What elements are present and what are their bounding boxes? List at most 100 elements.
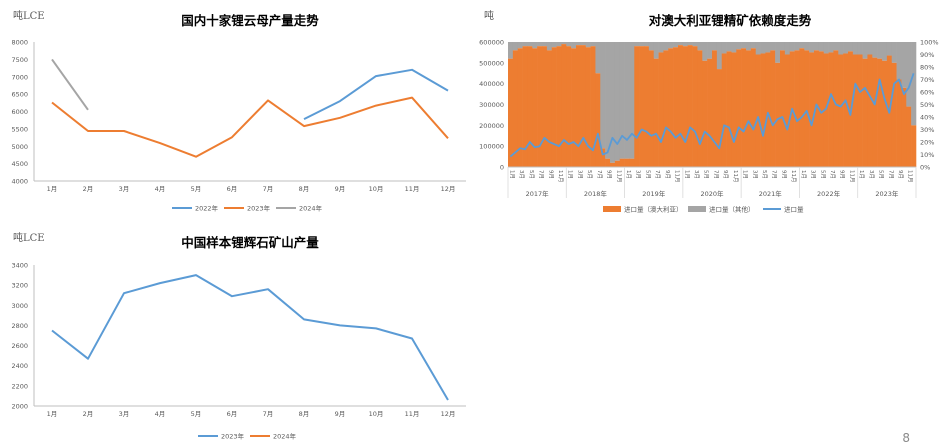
chart2-month-tick-label: 3月 [635, 170, 642, 179]
chart1-y-tick-label: 6000 [11, 108, 28, 116]
chart2-month-tick-label: 3月 [518, 170, 525, 179]
chart2-bar-other [551, 42, 557, 48]
chart2-bar-other [780, 42, 786, 51]
chart2-bar-australia [775, 62, 781, 168]
chart2-legend-label-1: 进口量（澳大利亚） [624, 205, 683, 214]
chart2-bar-australia [571, 48, 577, 167]
chart2-month-tick-label: 7月 [771, 170, 778, 179]
chart2-bar-other [765, 42, 771, 53]
chart2-legend-label-3: 进口量 [784, 206, 804, 214]
chart2-bar-other [634, 42, 640, 47]
chart2-bar-australia [542, 46, 548, 167]
chart3-x-tick-label: 9月 [335, 410, 346, 418]
chart2-y-right-tick-label: 10% [920, 151, 934, 159]
chart2-y-right-tick-label: 30% [920, 126, 934, 134]
chart2-bar-other [896, 42, 902, 80]
chart2-bar-other [517, 42, 523, 49]
chart2-bar-other [877, 42, 883, 59]
chart2-bar-other [712, 42, 718, 51]
chart2-bar-other [682, 42, 689, 47]
chart2-legend-swatch-1 [603, 206, 621, 212]
chart2-bar-other [721, 42, 727, 54]
chart2-legend-swatch-2 [688, 206, 706, 212]
chart2-bar-australia [867, 54, 873, 167]
chart2-bar-australia [517, 48, 523, 167]
chart2-bar-australia [804, 50, 810, 168]
chart2-year-label: 2018年 [584, 189, 608, 198]
chart2-bar-other [687, 42, 693, 46]
chart1-x-tick-label: 2月 [83, 185, 94, 193]
chart1-x-tick-label: 5月 [191, 185, 202, 193]
chart2-month-tick-label: 1月 [508, 170, 515, 179]
chart2-month-tick-label: 3月 [576, 170, 583, 179]
chart1-x-tick-label: 1月 [47, 185, 58, 193]
chart2-bar-australia [750, 48, 757, 167]
chart2-bar-other [833, 42, 839, 51]
chart2-month-tick-label: 5月 [761, 170, 768, 179]
chart2-bar-other [848, 42, 854, 52]
chart2-bar-australia [585, 47, 591, 168]
chart2-bar-other [614, 42, 621, 161]
chart1-series-line-3 [51, 58, 89, 111]
chart2-bar-other [731, 42, 737, 53]
chart2-y-right-tick-label: 90% [920, 51, 934, 59]
chart2-bar-australia [746, 50, 752, 168]
chart2-bar-other [527, 42, 533, 47]
chart2-bar-other [508, 42, 514, 59]
chart2-bar-australia [653, 58, 659, 167]
chart2-bar-other [794, 42, 800, 51]
chart2-y-left-tick-label: 0 [500, 164, 504, 172]
chart2-bar-australia [527, 46, 533, 167]
chart2-month-tick-label: 5月 [878, 170, 885, 179]
chart2-bar-australia [595, 73, 601, 167]
chart2-month-tick-label: 9月 [722, 170, 729, 179]
chart2-bar-australia [814, 50, 820, 168]
chart1-legend-label-2: 2023年 [247, 204, 271, 213]
chart2-month-tick-label: 11月 [907, 170, 914, 183]
chart2-bar-other [580, 42, 587, 46]
chart2-bar-australia [809, 52, 815, 167]
chart2-y-left-tick-label: 300000 [479, 101, 504, 109]
chart2-bar-australia [644, 46, 650, 167]
chart2-bar-other [668, 42, 674, 49]
chart2-bar-other [566, 42, 572, 47]
chart3-x-tick-label: 12月 [441, 410, 456, 418]
chart2-year-label: 2020年 [700, 189, 724, 198]
chart2-bar-australia [721, 53, 727, 168]
chart2-bar-australia [857, 54, 863, 167]
chart2-bar-australia [634, 46, 640, 167]
chart2-bar-australia [823, 53, 829, 168]
chart2-bar-australia [610, 162, 616, 167]
chart2-bar-australia [828, 52, 834, 167]
chart2-bar-other [678, 42, 684, 46]
chart2-bar-australia [590, 46, 596, 167]
chart3-x-tick-label: 11月 [405, 410, 420, 418]
chart2-bar-australia [784, 54, 791, 167]
chart3-x-tick-label: 4月 [155, 410, 166, 418]
chart2-title: 对澳大利亚锂精矿依赖度走势 [648, 13, 812, 28]
chart2-bar-australia [712, 50, 718, 168]
chart2-bar-australia [843, 53, 849, 168]
chart2-bar-australia [522, 46, 528, 167]
chart2-svg: 0 100000 200000 300000 400000 500000 600000 0% 1… [479, 39, 938, 214]
chart2-bar-australia [794, 50, 800, 168]
chart2-bar-australia [673, 47, 679, 168]
chart3-legend-label-2: 2024年 [273, 432, 297, 441]
chart2-month-tick-label: 3月 [751, 170, 758, 179]
chart2-month-tick-label: 1月 [625, 170, 632, 179]
chart2-bar-australia [537, 46, 543, 167]
chart2-month-tick-label: 1月 [683, 170, 690, 179]
chart2-month-tick-label: 3月 [810, 170, 817, 179]
chart2-bar-other [585, 42, 591, 48]
chart2-y-left-tick-label: 600000 [479, 39, 504, 47]
chart2-bar-other [663, 42, 669, 51]
chart2-month-tick-label: 3月 [868, 170, 875, 179]
chart2-month-tick-label: 9月 [547, 170, 554, 179]
chart2-bar-australia [760, 53, 766, 168]
chart3-y-tick-label: 3000 [11, 302, 28, 310]
chart2-bar-other [804, 42, 810, 51]
chart2-bar-australia [838, 54, 844, 167]
chart1-x-tick-label: 7月 [263, 185, 274, 193]
chart2-bar-other [692, 42, 698, 47]
chart2-bar-other [673, 42, 679, 48]
